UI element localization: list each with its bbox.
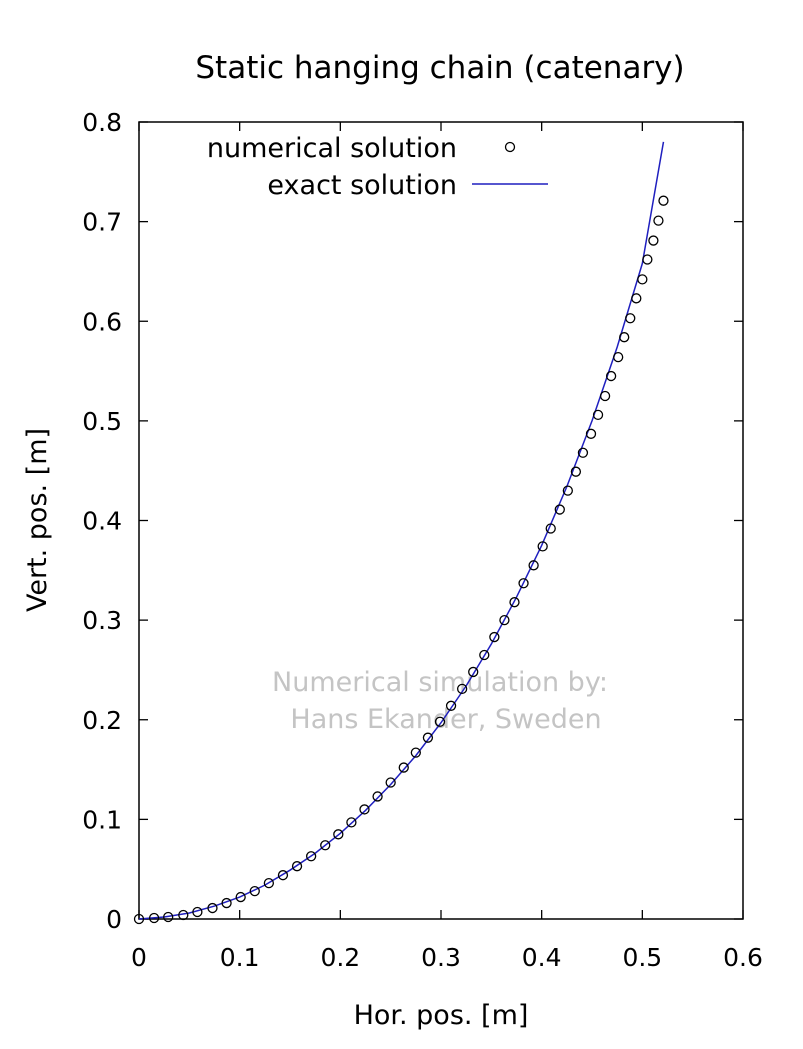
- numerical-solution-point: [658, 195, 669, 206]
- numerical-solution-point: [585, 428, 597, 439]
- numerical-solution-point: [537, 541, 548, 552]
- numerical-solution-point: [648, 235, 659, 246]
- numerical-solution-point: [653, 215, 664, 226]
- numerical-solution-point: [163, 911, 174, 923]
- y-axis-label: Vert. pos. [m]: [22, 428, 53, 612]
- numerical-solution-point: [133, 913, 145, 925]
- numerical-solution-point: [422, 732, 434, 743]
- numerical-solution-point: [410, 747, 421, 758]
- numerical-solution-point: [305, 851, 317, 862]
- numerical-solution-point: [456, 683, 468, 695]
- numerical-solution-point: [509, 597, 520, 608]
- y-tick-label: 0.5: [82, 407, 122, 436]
- numerical-solution-point: [518, 578, 529, 589]
- plot-frame: [138, 121, 744, 920]
- numerical-solution-point: [359, 804, 370, 815]
- numerical-solution-point: [445, 700, 457, 711]
- numerical-solution-point: [605, 370, 617, 382]
- numerical-solution-point: [291, 861, 303, 872]
- x-tick-label: 0.2: [320, 943, 360, 972]
- numerical-solution-point: [499, 614, 510, 626]
- numerical-solution-point: [637, 274, 648, 285]
- y-tick-labels: 0 0.1 0.2 0.3 0.4 0.5 0.6 0.7 0.8: [82, 108, 122, 934]
- x-tick-label: 0.3: [421, 943, 461, 972]
- numerical-solution-point: [577, 447, 589, 458]
- series-exact-solution-line: [138, 141, 665, 920]
- numerical-solution-point: [631, 293, 642, 304]
- x-tick-label: 0.6: [723, 943, 763, 972]
- numerical-solution-point: [554, 504, 565, 515]
- x-axis-label: Hor. pos. [m]: [354, 1000, 529, 1031]
- numerical-solution-point: [398, 762, 409, 773]
- numerical-solution-point: [545, 523, 556, 534]
- x-tick-label: 0: [131, 943, 147, 972]
- numerical-solution-point: [599, 390, 611, 402]
- numerical-solution-point: [619, 332, 630, 343]
- chart-title: Static hanging chain (catenary): [195, 50, 684, 86]
- x-tick-labels: 0 0.1 0.2 0.3 0.4 0.5 0.6: [131, 943, 763, 972]
- x-tick-label: 0.4: [522, 943, 562, 972]
- numerical-solution-point: [528, 560, 539, 571]
- legend-label-exact: exact solution: [267, 170, 457, 201]
- numerical-solution-point: [434, 716, 446, 727]
- numerical-solution-point: [642, 254, 653, 265]
- axis-ticks: [138, 121, 744, 920]
- y-tick-label: 0.1: [82, 805, 122, 834]
- y-tick-label: 0.4: [82, 507, 122, 536]
- numerical-solution-point: [207, 902, 218, 914]
- legend-marker-numerical: [504, 141, 516, 153]
- numerical-solution-point: [277, 870, 289, 881]
- legend: numerical solution exact solution: [207, 133, 548, 201]
- x-tick-label: 0.5: [622, 943, 662, 972]
- numerical-solution-point: [346, 817, 357, 828]
- numerical-solution-point: [372, 791, 383, 802]
- numerical-solution-point: [468, 666, 479, 678]
- watermark-line-2: Hans Ekander, Sweden: [290, 704, 601, 735]
- numerical-solution-point: [320, 840, 331, 851]
- numerical-solution-point: [333, 829, 344, 840]
- y-tick-label: 0.7: [82, 208, 122, 237]
- y-tick-label: 0: [106, 905, 122, 934]
- numerical-solution-point: [385, 777, 396, 788]
- numerical-solution-point: [479, 649, 490, 661]
- numerical-solution-point: [592, 409, 604, 421]
- watermark-line-1: Numerical simulation by:: [272, 667, 608, 698]
- numerical-solution-point: [562, 485, 573, 496]
- numerical-solution-point: [263, 877, 275, 889]
- numerical-solution-point: [148, 912, 160, 924]
- numerical-solution-point: [178, 909, 189, 921]
- x-tick-label: 0.1: [220, 943, 260, 972]
- numerical-solution-point: [489, 631, 500, 643]
- numerical-solution-point: [570, 466, 582, 477]
- y-tick-label: 0.6: [82, 307, 122, 336]
- legend-label-numerical: numerical solution: [207, 133, 457, 164]
- y-tick-label: 0.3: [82, 606, 122, 635]
- y-tick-label: 0.2: [82, 706, 122, 735]
- y-tick-label: 0.8: [82, 108, 122, 137]
- numerical-solution-point: [613, 351, 624, 363]
- numerical-solution-point: [249, 885, 260, 897]
- numerical-solution-point: [221, 897, 232, 909]
- numerical-solution-point: [235, 891, 246, 903]
- numerical-solution-point: [192, 906, 203, 918]
- series-numerical-solution-points: [133, 195, 669, 925]
- numerical-solution-point: [625, 313, 636, 324]
